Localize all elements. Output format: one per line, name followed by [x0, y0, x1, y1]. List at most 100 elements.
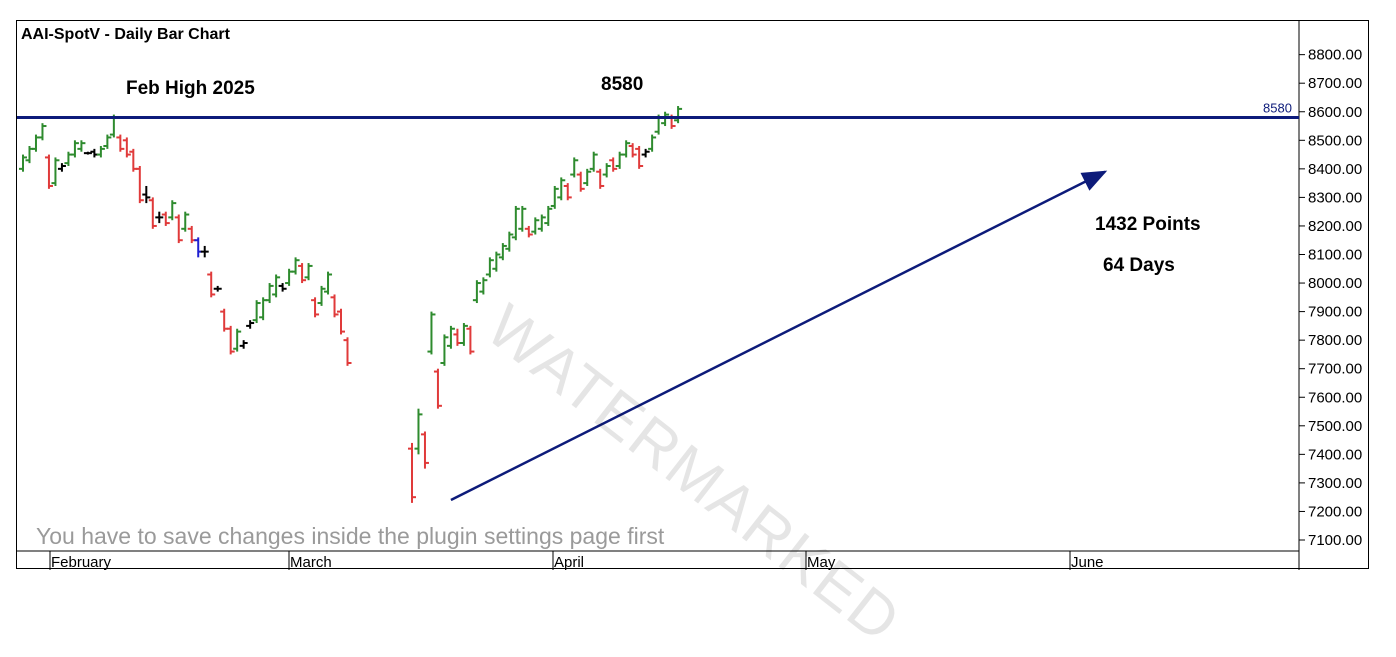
ohlc-bar	[252, 300, 261, 324]
ohlc-bar	[550, 185, 559, 209]
ohlc-bar	[602, 163, 611, 178]
ohlc-bar	[537, 214, 546, 232]
y-tick-label: 8300.00	[1308, 189, 1362, 206]
ohlc-bar	[498, 243, 507, 261]
ohlc-bar	[485, 257, 494, 278]
y-tick-label: 7700.00	[1308, 361, 1362, 378]
ohlc-bar	[596, 168, 605, 189]
ohlc-bar	[609, 157, 618, 172]
ohlc-bar	[77, 140, 86, 152]
ohlc-bar	[44, 154, 53, 189]
ohlc-bar	[641, 148, 650, 158]
y-tick-label: 8600.00	[1308, 104, 1362, 121]
ohlc-bar	[343, 337, 352, 366]
ohlc-bar	[161, 211, 170, 226]
ohlc-bar	[51, 157, 60, 186]
ohlc-bar	[103, 134, 112, 149]
ohlc-bar	[492, 251, 501, 272]
ohlc-bar	[674, 106, 683, 124]
ohlc-bar	[524, 225, 533, 238]
ohlc-bar	[570, 157, 579, 178]
ohlc-bar	[207, 271, 216, 298]
ohlc-bar	[563, 183, 572, 201]
ohlc-bar	[414, 408, 423, 455]
y-tick-label: 8800.00	[1308, 47, 1362, 64]
ohlc-bar	[589, 151, 598, 172]
ohlc-bar	[239, 340, 248, 349]
month-label: March	[290, 554, 332, 570]
month-label: May	[807, 554, 836, 570]
ohlc-bar	[200, 245, 209, 258]
y-tick-label: 7600.00	[1308, 389, 1362, 406]
ohlc-bar	[472, 280, 481, 304]
ohlc-bar	[291, 257, 300, 275]
ohlc-bar	[311, 297, 320, 318]
y-tick-label: 7900.00	[1308, 304, 1362, 321]
ohlc-bar	[148, 197, 157, 229]
ohlc-bar	[265, 283, 274, 304]
ohlc-bar	[531, 217, 540, 235]
ohlc-bar	[440, 334, 449, 366]
ohlc-bar	[298, 263, 307, 284]
ohlc-bar	[407, 442, 416, 503]
plugin-notice: You have to save changes inside the plug…	[36, 523, 665, 550]
y-tick-label: 7500.00	[1308, 418, 1362, 435]
ohlc-bar	[19, 154, 27, 172]
ohlc-bar	[518, 205, 527, 232]
ohlc-bar	[226, 325, 235, 355]
ohlc-bar	[142, 185, 151, 204]
y-tick-label: 8400.00	[1308, 161, 1362, 178]
ohlc-bar	[557, 177, 566, 201]
ohlc-bar	[135, 165, 144, 204]
ohlc-bar	[427, 311, 436, 355]
y-tick-label: 8000.00	[1308, 275, 1362, 292]
y-tick-label: 7300.00	[1308, 475, 1362, 492]
ohlc-bar	[330, 294, 339, 318]
ohlc-bar	[155, 211, 164, 224]
y-tick-label: 8500.00	[1308, 132, 1362, 149]
y-tick-label: 7200.00	[1308, 503, 1362, 520]
ohlc-bar	[420, 431, 429, 469]
ohlc-bar	[96, 146, 105, 158]
ohlc-bar	[622, 140, 631, 158]
month-label: April	[554, 554, 584, 570]
ohlc-bar	[433, 368, 442, 409]
ohlc-bar	[168, 200, 177, 221]
ohlc-bar	[324, 271, 333, 295]
chart-title: AAI-SpotV - Daily Bar Chart	[21, 26, 230, 43]
ohlc-bar	[544, 205, 553, 226]
ohlc-bar	[233, 328, 242, 352]
ohlc-bar	[511, 205, 520, 241]
ohlc-bar	[70, 140, 79, 158]
ohlc-bar	[505, 231, 514, 252]
ohlc-bar	[576, 171, 585, 192]
ohlc-bar	[583, 168, 592, 186]
days-label: 64 Days	[1103, 255, 1175, 276]
points-label: 1432 Points	[1095, 214, 1201, 235]
level-label: 8580	[601, 74, 644, 95]
ohlc-bar	[446, 325, 455, 349]
ohlc-bar	[57, 163, 66, 172]
ohlc-bar	[213, 285, 222, 292]
feb-high-label: Feb High 2025	[126, 78, 255, 99]
ohlc-bar	[116, 134, 125, 152]
ohlc-bar	[122, 137, 131, 158]
y-tick-label: 7800.00	[1308, 332, 1362, 349]
ohlc-bar	[459, 323, 468, 346]
ohlc-bar	[317, 285, 326, 306]
y-tick-label: 8700.00	[1308, 75, 1362, 92]
ohlc-bar	[479, 277, 488, 295]
y-tick-label: 7100.00	[1308, 532, 1362, 549]
ohlc-bar	[466, 325, 475, 355]
ohlc-bar	[304, 263, 313, 281]
month-label: February	[51, 554, 112, 570]
ohlc-bar	[174, 214, 183, 244]
ohlc-bar	[38, 123, 47, 141]
ohlc-bar	[246, 320, 255, 329]
month-label: June	[1071, 554, 1104, 570]
ohlc-bar	[337, 308, 346, 335]
ohlc-bar	[272, 274, 281, 298]
y-tick-label: 7400.00	[1308, 446, 1362, 463]
ohlc-bar	[628, 143, 637, 158]
chart-frame: 8800.00 8700.00 8600.00 8500.00 8400.00 8300.…	[16, 20, 1369, 657]
